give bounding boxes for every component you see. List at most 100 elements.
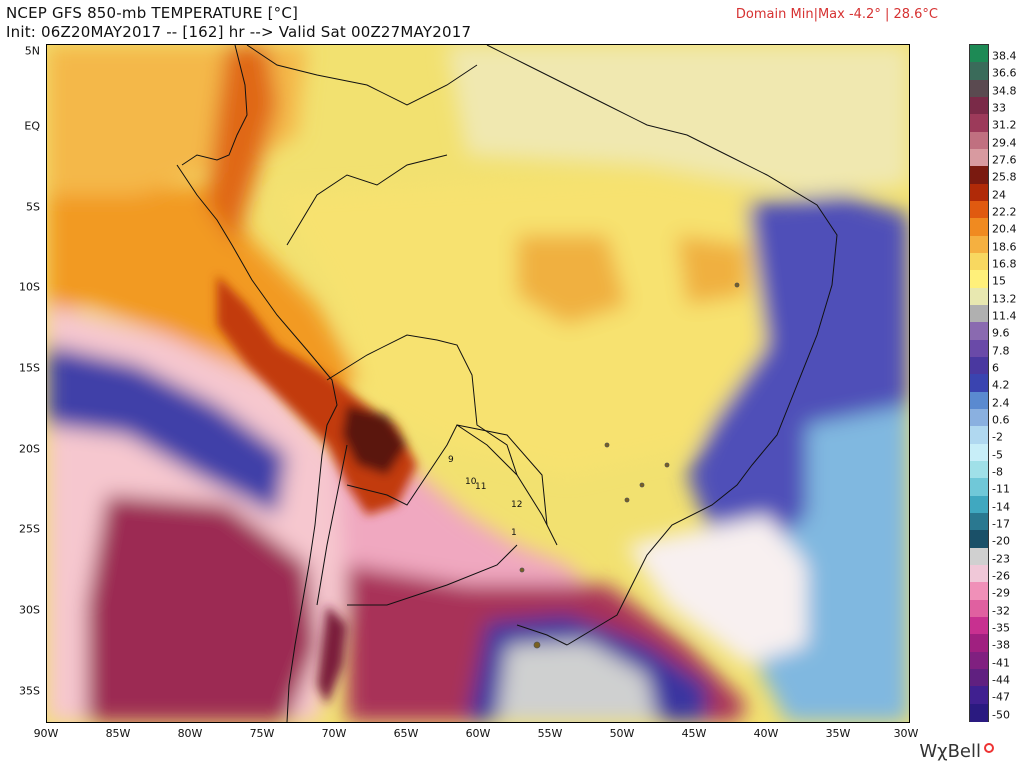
lat-label: 30S xyxy=(19,603,40,617)
colorbar-swatch xyxy=(970,461,988,479)
lat-label: 10S xyxy=(19,280,40,294)
colorbar-label: 2.4 xyxy=(992,396,1010,410)
colorbar-label: 0.6 xyxy=(992,413,1010,427)
colorbar-swatch xyxy=(970,582,988,601)
colorbar-label: -35 xyxy=(992,621,1010,635)
colorbar-swatch xyxy=(970,97,988,115)
lat-label: EQ xyxy=(24,119,40,133)
colorbar-label: -38 xyxy=(992,638,1010,652)
colorbar-swatch xyxy=(970,183,988,202)
lat-label: 20S xyxy=(19,442,40,456)
lat-label: 35S xyxy=(19,684,40,698)
colorbar-swatch xyxy=(970,62,988,81)
colorbar-label: -14 xyxy=(992,500,1010,514)
colorbar-label: -23 xyxy=(992,552,1010,566)
temperature-colorbar xyxy=(969,44,989,722)
colorbar-label: 36.6 xyxy=(992,66,1017,80)
colorbar-swatch xyxy=(970,270,988,289)
colorbar-swatch xyxy=(970,218,988,237)
lon-label: 90W xyxy=(33,727,59,740)
colorbar-swatch xyxy=(970,495,988,514)
lat-label: 5N xyxy=(24,44,40,58)
colorbar-label: -47 xyxy=(992,690,1010,704)
lon-label: 75W xyxy=(249,727,275,740)
colorbar-label: 34.8 xyxy=(992,84,1017,98)
colorbar-swatch xyxy=(970,287,988,306)
colorbar-label: -32 xyxy=(992,604,1010,618)
colorbar-label: -2 xyxy=(992,430,1003,444)
colorbar-swatch xyxy=(970,79,988,98)
lon-label: 70W xyxy=(321,727,347,740)
lon-label: 65W xyxy=(393,727,419,740)
colorbar-label: -17 xyxy=(992,517,1010,531)
colorbar-swatch xyxy=(970,513,988,531)
colorbar-swatch xyxy=(970,634,988,653)
colorbar-swatch xyxy=(970,426,988,445)
region-label-10: 10 xyxy=(465,477,477,487)
lon-label: 35W xyxy=(825,727,851,740)
colorbar-swatch xyxy=(970,530,988,549)
colorbar-label: -26 xyxy=(992,569,1010,583)
colorbar-label: 13.2 xyxy=(992,292,1017,306)
colorbar-label: -8 xyxy=(992,465,1003,479)
colorbar-label: 33 xyxy=(992,101,1006,115)
colorbar-swatch xyxy=(970,149,988,167)
colorbar-label: -11 xyxy=(992,482,1010,496)
colorbar-label: 20.4 xyxy=(992,222,1017,236)
colorbar-label: -41 xyxy=(992,656,1010,670)
lat-label: 25S xyxy=(19,522,40,536)
colorbar-label: 16.8 xyxy=(992,257,1017,271)
colorbar-label: -44 xyxy=(992,673,1010,687)
colorbar-swatch xyxy=(970,565,988,583)
colorbar-label: 4.2 xyxy=(992,378,1010,392)
colorbar-label: -5 xyxy=(992,448,1003,462)
colorbar-swatch xyxy=(970,703,988,722)
colorbar-swatch xyxy=(970,166,988,185)
colorbar-swatch xyxy=(970,131,988,150)
domain-min-max: Domain Min|Max -4.2° | 28.6°C xyxy=(735,7,938,22)
lon-label: 60W xyxy=(465,727,491,740)
colorbar-label: 24 xyxy=(992,188,1006,202)
logo-dot-icon xyxy=(984,743,994,753)
region-label-11: 11 xyxy=(475,482,486,492)
colorbar-swatch xyxy=(970,322,988,341)
colorbar-label: 22.2 xyxy=(992,205,1017,219)
region-label-12: 12 xyxy=(511,500,522,510)
init-valid-line: Init: 06Z20MAY2017 -- [162] hr --> Valid… xyxy=(6,23,472,41)
colorbar-swatch xyxy=(970,443,988,462)
map-title: NCEP GFS 850-mb TEMPERATURE [°C] xyxy=(6,4,299,22)
brand-name: WχBell xyxy=(919,741,981,762)
colorbar-label: 29.4 xyxy=(992,136,1017,150)
colorbar-label: 31.2 xyxy=(992,118,1017,132)
colorbar-swatch xyxy=(970,45,988,63)
colorbar-label: -50 xyxy=(992,708,1010,722)
colorbar-swatch xyxy=(970,547,988,566)
lon-label: 50W xyxy=(609,727,635,740)
colorbar-swatch xyxy=(970,253,988,271)
lon-label: 85W xyxy=(105,727,131,740)
colorbar-swatch xyxy=(970,391,988,410)
colorbar-label: 25.8 xyxy=(992,170,1017,184)
colorbar-swatch xyxy=(970,617,988,635)
colorbar-label: 18.6 xyxy=(992,240,1017,254)
lon-label: 45W xyxy=(681,727,707,740)
colorbar-swatch xyxy=(970,669,988,687)
colorbar-label: 11.4 xyxy=(992,309,1017,323)
colorbar-label: 9.6 xyxy=(992,326,1010,340)
colorbar-label: 7.8 xyxy=(992,344,1010,358)
colorbar-swatch xyxy=(970,478,988,497)
colorbar-label: -20 xyxy=(992,534,1010,548)
lon-label: 30W xyxy=(893,727,919,740)
colorbar-swatch xyxy=(970,374,988,393)
colorbar-swatch xyxy=(970,305,988,323)
colorbar-label: 6 xyxy=(992,361,999,375)
lon-label: 55W xyxy=(537,727,563,740)
colorbar-swatch xyxy=(970,409,988,427)
colorbar-swatch xyxy=(970,686,988,705)
lon-label: 40W xyxy=(753,727,779,740)
colorbar-swatch xyxy=(970,599,988,618)
colorbar-swatch xyxy=(970,339,988,358)
colorbar-swatch xyxy=(970,235,988,254)
region-label-9: 9 xyxy=(448,455,454,465)
colorbar-swatch xyxy=(970,114,988,133)
